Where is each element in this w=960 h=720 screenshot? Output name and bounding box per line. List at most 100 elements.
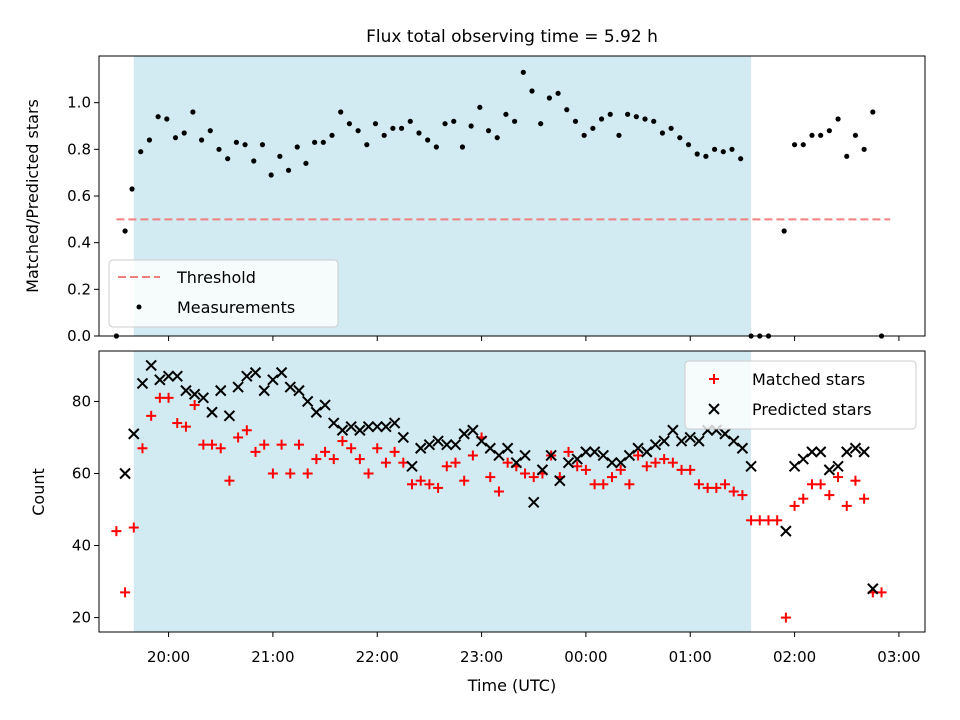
matched-star-point <box>667 457 678 468</box>
predicted-star-point <box>154 374 166 386</box>
matched-star-point <box>337 436 348 447</box>
measurement-point <box>320 139 326 145</box>
matched-star-point <box>424 479 435 490</box>
measurement-point <box>416 130 422 136</box>
predicted-star-point <box>806 446 818 458</box>
matched-star-point <box>215 443 226 454</box>
matched-star-point <box>624 479 635 490</box>
predicted-star-point <box>606 456 618 469</box>
x-tick-label: 22:00 <box>356 648 399 666</box>
measurement-point <box>720 149 726 155</box>
measurement-point <box>451 118 457 124</box>
matched-star-point <box>180 421 191 432</box>
matched-star-point <box>711 482 722 493</box>
matched-star-point <box>676 464 687 475</box>
bottom-shaded-interval <box>133 351 752 632</box>
measurement-point <box>861 146 867 152</box>
matched-star-point <box>154 392 165 403</box>
bottom-plot-frame <box>98 350 926 633</box>
matched-star-point <box>633 450 644 461</box>
measurement-point <box>818 132 824 138</box>
matched-star-point <box>293 439 304 450</box>
matched-star-point <box>207 439 218 450</box>
predicted-star-point <box>449 438 462 451</box>
matched-star-point <box>572 461 583 472</box>
matched-star-point <box>363 468 374 479</box>
predicted-star-point <box>675 435 688 447</box>
measurement-point <box>477 104 483 110</box>
measurement-point <box>242 142 248 148</box>
predicted-star-point <box>632 442 644 454</box>
measurement-point <box>198 137 205 143</box>
predicted-star-point <box>345 420 357 433</box>
predicted-star-point <box>614 456 627 469</box>
matched-star-point <box>128 522 139 533</box>
matched-star-point <box>441 461 452 472</box>
predicted-star-point <box>293 384 305 397</box>
predicted-star-point <box>588 446 601 458</box>
matched-star-point <box>754 515 765 526</box>
measurement-point <box>555 90 561 96</box>
measurement-point <box>642 116 648 122</box>
matched-star-point <box>685 464 696 475</box>
matched-star-point <box>876 587 887 598</box>
matched-star-point <box>163 392 174 403</box>
measurement-point <box>312 139 318 145</box>
measurement-point <box>598 116 605 122</box>
matched-star-point <box>267 468 278 479</box>
matched-star-point <box>276 439 287 450</box>
predicted-star-point <box>301 395 314 408</box>
matched-star-point <box>806 479 817 490</box>
predicted-star-point <box>641 446 653 458</box>
predicted-star-point <box>258 384 270 397</box>
measurement-point <box>164 116 170 122</box>
predicted-star-point <box>206 406 218 418</box>
x-tick-label: 01:00 <box>669 648 712 666</box>
predicted-star-point <box>423 438 436 451</box>
matched-star-point <box>850 475 861 486</box>
matched-star-point <box>615 464 626 475</box>
matched-star-point <box>598 479 609 490</box>
matched-star-point <box>120 587 131 598</box>
measurement-point <box>155 114 161 120</box>
predicted-star-point <box>554 474 566 487</box>
measurement-point <box>494 135 500 141</box>
predicted-star-point <box>336 424 349 436</box>
predicted-star-point <box>362 420 375 433</box>
predicted-star-point <box>388 417 401 429</box>
legend-matched-swatch <box>709 374 719 384</box>
predicted-star-point <box>432 435 444 447</box>
top-y-axis-label: Matched/Predicted stars <box>23 99 42 293</box>
predicted-star-point <box>728 435 740 447</box>
predicted-star-point <box>275 366 288 379</box>
predicted-star-point <box>310 406 323 418</box>
measurement-point <box>616 132 622 138</box>
measurement-point <box>346 121 353 127</box>
predicted-star-point <box>788 460 801 472</box>
measurement-point <box>433 144 439 150</box>
predicted-star-point <box>267 374 279 386</box>
predicted-star-point <box>823 464 836 476</box>
predicted-star-point <box>223 410 236 422</box>
matched-star-point <box>224 475 235 486</box>
predicted-star-point <box>484 442 496 454</box>
measurement-point <box>216 146 222 152</box>
chart-title: Flux total observing time = 5.92 h <box>366 27 658 47</box>
matched-star-point <box>467 450 478 461</box>
predicted-star-point <box>562 456 575 469</box>
measurement-point <box>468 123 474 129</box>
measurement-point <box>459 144 466 150</box>
matched-star-point <box>346 443 357 454</box>
measurement-point <box>207 128 213 134</box>
predicted-star-point <box>841 446 853 458</box>
measurement-point <box>425 137 431 143</box>
predicted-star-point <box>693 435 705 447</box>
matched-star-point <box>833 472 844 483</box>
predicted-star-point <box>684 431 696 444</box>
matched-star-point <box>737 490 748 501</box>
top-y-tick-label: 0.8 <box>67 140 91 158</box>
predicted-star-point <box>284 381 296 393</box>
matched-star-point <box>285 468 296 479</box>
measurement-point <box>233 139 239 145</box>
measurement-point <box>800 142 806 148</box>
